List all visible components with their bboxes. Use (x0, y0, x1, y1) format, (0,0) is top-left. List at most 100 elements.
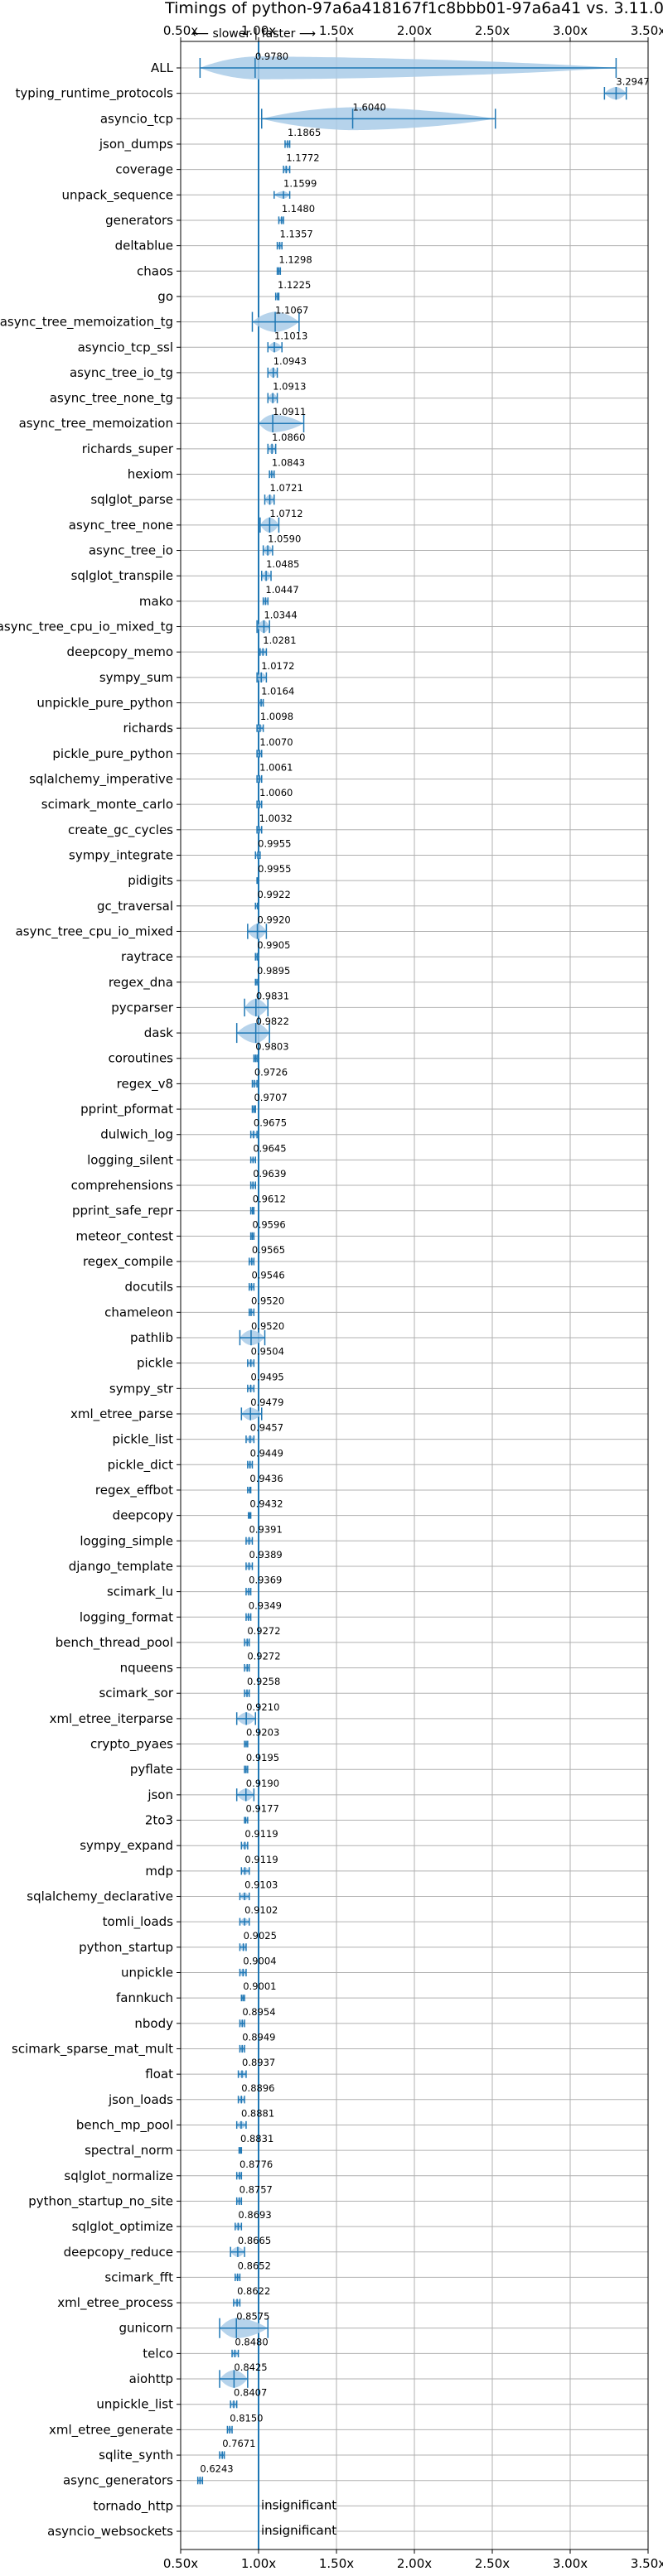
value-label: 0.8757 (240, 2183, 273, 2195)
value-label: 1.0060 (259, 787, 293, 798)
value-label: 0.8693 (238, 2209, 271, 2221)
category-label: coroutines (108, 1051, 173, 1066)
category-label: crypto_pyaes (90, 1737, 173, 1753)
value-label: 0.8480 (235, 2336, 268, 2347)
value-label: 0.9955 (258, 837, 291, 849)
category-label: sqlalchemy_declarative (27, 1889, 173, 1905)
category-label: deepcopy_reduce (64, 2245, 173, 2260)
category-label: sqlite_synth (99, 2448, 173, 2463)
category-label: async_tree_cpu_io_mixed_tg (0, 620, 173, 635)
value-label: 0.9025 (244, 1930, 277, 1942)
value-labels: 0.9780 3.2947 1.6040 1.1865 1.1772 1.1599 1.14… (200, 51, 649, 2538)
value-label: 0.9546 (251, 1270, 284, 1281)
direction-hint: ⟵ slower | faster ⟶ (192, 27, 316, 41)
value-label: 0.9895 (257, 965, 290, 977)
value-label: 1.1480 (282, 203, 315, 215)
value-label: 0.9369 (249, 1575, 282, 1586)
value-label: 0.9639 (253, 1168, 286, 1179)
category-label: logging_silent (87, 1152, 173, 1168)
category-label: pathlib (130, 1330, 173, 1345)
value-label: 0.8150 (230, 2412, 263, 2424)
category-label: python_startup_no_site (28, 2193, 173, 2209)
x-tick-label-top: 3.50x (631, 23, 663, 38)
category-label: mako (139, 594, 173, 609)
value-label: 1.0943 (273, 355, 307, 367)
category-label: create_gc_cycles (68, 822, 173, 838)
value-label: 0.8652 (238, 2260, 271, 2271)
category-label: pprint_safe_repr (72, 1204, 174, 1219)
value-label: 0.9210 (246, 1701, 279, 1713)
value-label: 0.9831 (256, 990, 289, 1001)
category-label: 2to3 (145, 1813, 173, 1828)
value-label: 1.0590 (268, 533, 301, 545)
category-label: scimark_sor (99, 1686, 173, 1701)
category-label: generators (105, 213, 173, 228)
category-label: sqlglot_optimize (72, 2219, 173, 2235)
category-label: sqlglot_normalize (64, 2168, 173, 2184)
value-label: 0.9389 (249, 1549, 283, 1561)
x-tick-label-top: 1.50x (319, 23, 354, 38)
value-label: 0.9436 (249, 1473, 283, 1484)
category-label: pyflate (130, 1762, 173, 1777)
value-label: 1.0843 (272, 457, 305, 469)
category-label: json (147, 1787, 173, 1802)
category-label: coverage (115, 162, 173, 177)
category-label: unpickle (121, 1966, 173, 1980)
category-label: regex_compile (83, 1254, 173, 1270)
category-label: pidigits (128, 873, 173, 888)
category-label: python_startup (79, 1940, 173, 1956)
category-label: docutils (125, 1280, 174, 1295)
value-label: 0.8776 (240, 2159, 273, 2170)
value-label: 0.8425 (234, 2361, 267, 2373)
value-label: 0.9520 (251, 1320, 284, 1332)
category-label: regex_v8 (117, 1076, 173, 1092)
category-label: scimark_sparse_mat_mult (12, 2041, 173, 2057)
category-label: scimark_lu (107, 1585, 173, 1600)
axes: 0.50x 0.50x 1.00x 1.00x 1.50x 1.50x 2.00x 2.00x… (0, 23, 663, 2571)
category-label: gunicorn (119, 2321, 173, 2336)
x-tick-label-bottom: 1.50x (319, 2556, 354, 2571)
value-label: 0.9349 (249, 1599, 282, 1611)
x-tick-label-bottom: 1.00x (241, 2556, 276, 2571)
category-label: async_tree_none (69, 518, 173, 533)
category-label: typing_runtime_protocols (15, 86, 173, 102)
x-tick-label-bottom: 3.50x (631, 2556, 663, 2571)
value-label: 0.9432 (249, 1498, 283, 1510)
category-label: async_tree_memoization (19, 416, 173, 432)
category-label: dask (144, 1025, 174, 1040)
category-label: pickle_dict (108, 1457, 173, 1473)
category-label: logging_format (80, 1609, 173, 1625)
category-label: async_tree_io (89, 543, 173, 559)
x-tick-label-top: 3.00x (553, 23, 588, 38)
category-label: mdp (145, 1864, 173, 1879)
value-label: 1.1865 (288, 127, 321, 138)
category-label: aiohttp (129, 2371, 173, 2386)
category-label: asyncio_tcp (100, 111, 173, 127)
x-tick-label-bottom: 2.00x (397, 2556, 432, 2571)
value-label: 0.9102 (244, 1904, 278, 1916)
category-label: xml_etree_iterparse (50, 1711, 173, 1727)
category-label: async_tree_io_tg (70, 365, 173, 381)
value-label: 1.0061 (259, 761, 293, 773)
value-label: 0.8665 (238, 2235, 271, 2246)
value-label: 0.9920 (257, 914, 290, 925)
category-label: bench_mp_pool (76, 2117, 173, 2133)
category-label: sqlalchemy_imperative (29, 771, 173, 787)
category-label: json_dumps (99, 137, 173, 152)
value-label: 0.9203 (246, 1727, 279, 1739)
category-label: pickle (137, 1356, 173, 1371)
category-label: nbody (134, 2016, 173, 2031)
value-label: 1.0721 (270, 482, 303, 494)
value-label: 0.9272 (247, 1651, 280, 1662)
value-label: 0.9780 (255, 51, 288, 62)
value-label: 0.7671 (222, 2438, 255, 2449)
value-label: 1.0913 (273, 381, 306, 393)
x-tick-label-bottom: 0.50x (163, 2556, 198, 2571)
category-label: sympy_integrate (69, 847, 173, 863)
category-label: spectral_norm (85, 2143, 173, 2159)
category-label: regex_dna (109, 975, 173, 991)
category-label: bench_thread_pool (56, 1635, 173, 1651)
value-label: 0.9596 (252, 1218, 285, 1230)
category-label: comprehensions (71, 1178, 174, 1193)
value-label: 0.9495 (251, 1371, 284, 1382)
